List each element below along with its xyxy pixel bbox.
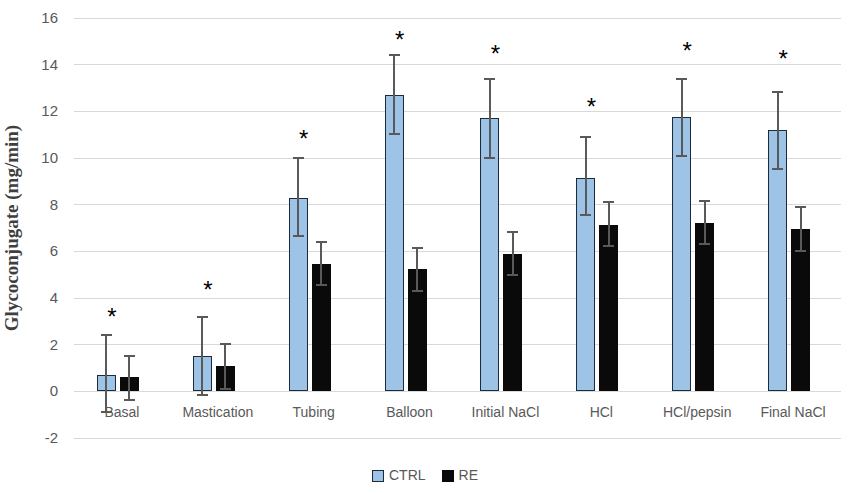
gridline xyxy=(74,438,841,439)
legend-label-ctrl: CTRL xyxy=(389,468,426,483)
error-bar-cap xyxy=(220,343,231,345)
significance-asterisk: * xyxy=(491,42,500,66)
y-tick-label: 10 xyxy=(14,149,58,167)
x-category-label: Initial NaCl xyxy=(457,404,553,421)
error-bar-line xyxy=(681,79,683,156)
y-tick-label: 4 xyxy=(14,289,58,307)
bar-chart-figure: Glycoconjugate (mg/min) 16 14 12 10 8 6 4 2 0 -2 B… xyxy=(0,0,850,493)
error-bar-line xyxy=(800,207,802,251)
legend-label-re: RE xyxy=(459,468,478,483)
x-category-label: Balloon xyxy=(362,404,458,421)
error-bar-cap xyxy=(772,91,783,93)
error-bar-cap xyxy=(293,235,304,237)
error-bar-cap xyxy=(507,231,518,233)
error-bar-cap xyxy=(220,388,231,390)
gridline xyxy=(74,251,841,252)
error-bar-cap xyxy=(389,54,400,56)
gridline xyxy=(74,111,841,112)
significance-asterisk: * xyxy=(107,305,116,329)
error-bar-cap xyxy=(484,78,495,80)
legend-item-ctrl: CTRL xyxy=(372,468,426,483)
error-bar-cap xyxy=(772,168,783,170)
bar-ctrl-balloon xyxy=(385,95,404,391)
error-bar-cap xyxy=(412,247,423,249)
x-category-label: Mastication xyxy=(170,404,266,421)
y-tick-label: 0 xyxy=(14,382,58,400)
error-bar-line xyxy=(201,317,203,395)
gridline xyxy=(74,391,841,392)
x-category-label: HCl/pepsin xyxy=(649,404,745,421)
gridline xyxy=(74,158,841,159)
error-bar-line xyxy=(416,248,418,291)
error-bar-line xyxy=(297,158,299,236)
x-category-label: Basal xyxy=(74,404,170,421)
significance-asterisk: * xyxy=(299,127,308,151)
error-bar-cap xyxy=(124,355,135,357)
error-bar-line xyxy=(393,55,395,133)
error-bar-cap xyxy=(699,243,710,245)
error-bar-line xyxy=(489,79,491,158)
significance-asterisk: * xyxy=(683,39,692,63)
x-category-label: Final NaCl xyxy=(745,404,841,421)
error-bar-cap xyxy=(603,245,614,247)
error-bar-cap xyxy=(580,136,591,138)
bar-re-hcl-pepsin xyxy=(695,223,714,391)
legend-item-re: RE xyxy=(442,468,478,483)
bar-ctrl-initial-nacl xyxy=(480,118,499,391)
error-bar-cap xyxy=(197,316,208,318)
error-bar-line xyxy=(128,356,130,399)
error-bar-cap xyxy=(580,214,591,216)
error-bar-cap xyxy=(676,78,687,80)
bar-re-final-nacl xyxy=(791,229,810,391)
error-bar-cap xyxy=(603,201,614,203)
error-bar-cap xyxy=(316,284,327,286)
significance-asterisk: * xyxy=(587,95,596,119)
error-bar-line xyxy=(777,92,779,169)
error-bar-cap xyxy=(795,206,806,208)
gridline xyxy=(74,204,841,205)
legend-swatch-ctrl xyxy=(372,470,384,482)
error-bar-cap xyxy=(676,155,687,157)
gridline xyxy=(74,18,841,19)
y-tick-label: 6 xyxy=(14,242,58,260)
y-tick-label: 8 xyxy=(14,196,58,214)
error-bar-cap xyxy=(101,334,112,336)
gridline xyxy=(74,298,841,299)
gridline xyxy=(74,64,841,65)
bar-re-hcl xyxy=(599,225,618,392)
error-bar-cap xyxy=(507,274,518,276)
x-category-label: HCl xyxy=(553,404,649,421)
legend-swatch-re xyxy=(442,470,454,482)
error-bar-line xyxy=(224,344,226,390)
y-tick-label: 12 xyxy=(14,102,58,120)
significance-asterisk: * xyxy=(778,47,787,71)
y-tick-label: 16 xyxy=(14,9,58,27)
gridline xyxy=(74,344,841,345)
error-bar-cap xyxy=(484,157,495,159)
error-bar-cap xyxy=(124,399,135,401)
error-bar-cap xyxy=(197,394,208,396)
error-bar-cap xyxy=(389,133,400,135)
error-bar-cap xyxy=(293,157,304,159)
y-tick-label: 14 xyxy=(14,56,58,74)
error-bar-line xyxy=(105,335,107,412)
y-tick-label: -2 xyxy=(14,429,58,447)
error-bar-line xyxy=(608,202,610,245)
error-bar-line xyxy=(512,232,514,275)
y-tick-label: 2 xyxy=(14,336,58,354)
error-bar-cap xyxy=(795,250,806,252)
x-category-label: Tubing xyxy=(266,404,362,421)
legend: CTRL RE xyxy=(0,468,850,483)
error-bar-line xyxy=(585,137,587,215)
error-bar-line xyxy=(320,242,322,285)
error-bar-cap xyxy=(316,241,327,243)
significance-asterisk: * xyxy=(203,278,212,302)
significance-asterisk: * xyxy=(395,28,404,52)
error-bar-cap xyxy=(412,290,423,292)
y-axis-title: Glycoconjugate (mg/min) xyxy=(1,18,27,438)
error-bar-line xyxy=(704,201,706,244)
error-bar-cap xyxy=(699,200,710,202)
bar-ctrl-hcl-pepsin xyxy=(672,117,691,391)
